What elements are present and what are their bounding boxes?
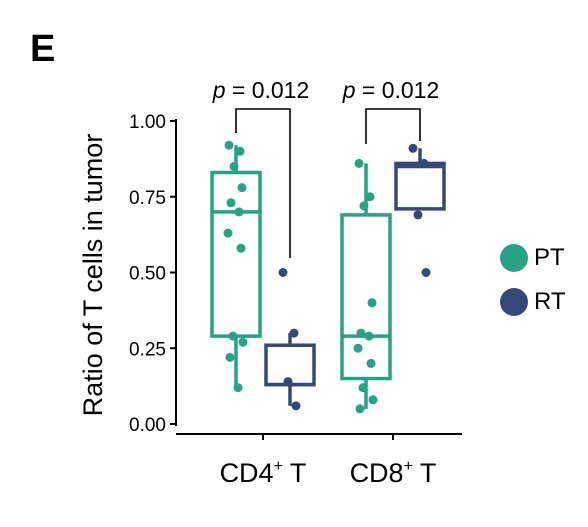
box-rt: [264, 343, 316, 387]
data-point-pt: [228, 331, 238, 341]
legend: PT RT: [500, 236, 566, 324]
data-point-pt: [354, 158, 364, 168]
y-tick-label: 0.25: [129, 339, 166, 360]
data-point-rt: [291, 401, 301, 411]
panel-label: E: [30, 28, 56, 70]
x-tick-label: CD4+ T: [220, 458, 307, 488]
data-point-rt: [421, 268, 431, 277]
data-point-pt: [235, 146, 245, 156]
y-tick-label: 0.50: [129, 264, 166, 285]
y-tick-label: 1.00: [129, 112, 166, 133]
axes: 0.00 0.25 0.50 0.75 1.00 CD4+ T CD8+ T: [129, 112, 462, 488]
data-point-pt: [224, 140, 234, 150]
legend-label-pt: PT: [534, 244, 565, 271]
significance-annotations: p = 0.012 p = 0.012: [212, 77, 440, 258]
data-point-pt: [359, 201, 369, 211]
box-pt: [210, 170, 262, 338]
p-value-label: p = 0.012: [212, 77, 310, 103]
legend-item-pt: PT: [500, 236, 566, 280]
significance-bracket: [365, 108, 421, 144]
y-axis-label: Ratio of T cells in tumor: [78, 134, 108, 417]
data-point-rt: [289, 328, 299, 338]
data-point-pt: [358, 383, 368, 393]
p-value-label: p = 0.012: [342, 77, 440, 103]
box-pt: [340, 213, 392, 381]
data-points: [223, 140, 431, 414]
data-point-pt: [353, 343, 363, 353]
data-point-pt: [364, 331, 374, 341]
data-point-pt: [367, 298, 377, 308]
data-point-rt: [283, 377, 293, 387]
legend-swatch-rt: [500, 288, 528, 316]
data-point-pt: [229, 161, 239, 171]
data-point-pt: [223, 228, 233, 238]
legend-item-rt: RT: [500, 280, 566, 324]
data-point-pt: [368, 395, 378, 405]
data-point-pt: [233, 383, 243, 393]
data-point-rt: [408, 143, 418, 153]
data-point-pt: [225, 352, 235, 362]
legend-label-rt: RT: [534, 288, 566, 315]
data-point-rt: [419, 158, 429, 168]
y-tick-label: 0.75: [129, 188, 166, 209]
data-point-pt: [366, 358, 376, 368]
y-tick-label: 0.00: [129, 415, 166, 436]
data-point-rt: [278, 268, 288, 277]
data-point-pt: [237, 183, 247, 193]
data-point-pt: [236, 243, 246, 253]
data-point-pt: [355, 404, 365, 414]
legend-swatch-pt: [500, 244, 528, 272]
data-point-pt: [365, 192, 375, 202]
data-point-pt: [226, 198, 236, 208]
x-tick-label: CD8+ T: [350, 458, 437, 488]
data-point-pt: [234, 207, 244, 217]
box-rt: [394, 161, 446, 211]
significance-bracket: [235, 108, 291, 258]
data-point-pt: [238, 337, 248, 347]
data-point-pt: [356, 328, 366, 338]
data-point-rt: [413, 210, 423, 220]
boxes: [210, 145, 446, 409]
